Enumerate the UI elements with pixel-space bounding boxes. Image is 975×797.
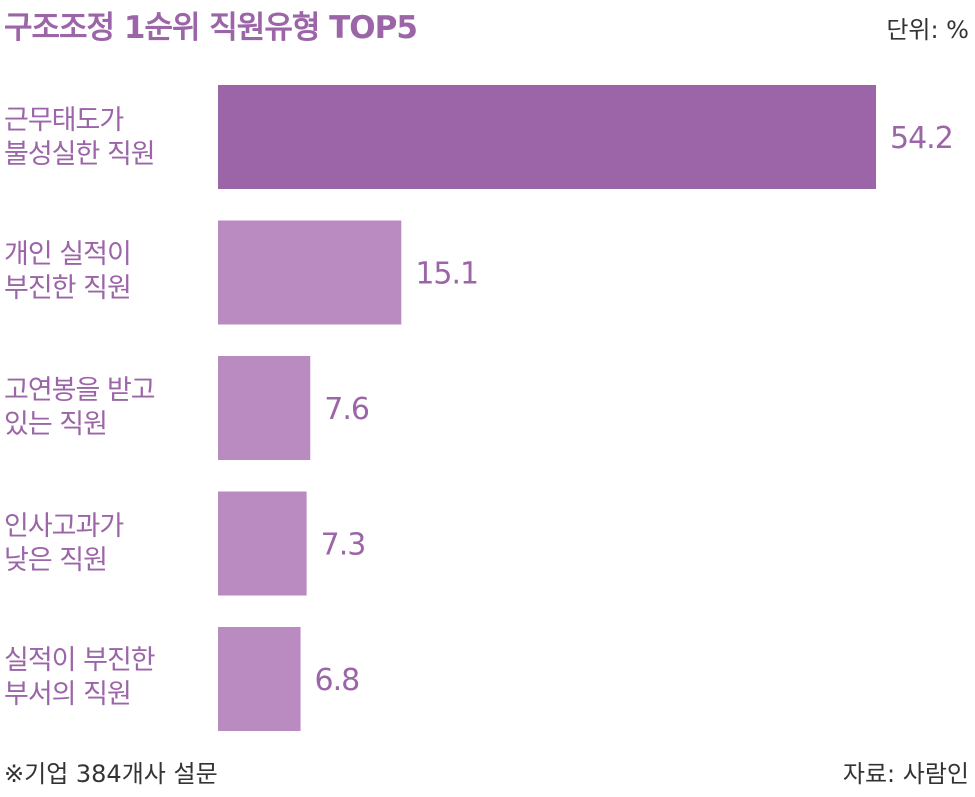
bar-1 — [218, 85, 876, 189]
bar-4 — [218, 491, 307, 596]
category-label-2-line-2: 부진한 직원 — [4, 273, 132, 304]
category-label-3: 고연봉을 받고 있는 직원 — [4, 374, 156, 442]
category-label-3-line-2: 있는 직원 — [4, 409, 108, 440]
bar-2 — [218, 220, 402, 325]
category-label-5-line-1: 실적이 부진한 — [4, 645, 156, 676]
chart-title: 구조조정 1순위 직원유형 TOP5 — [4, 10, 418, 46]
value-label-3: 7.6 — [324, 392, 369, 427]
category-label-5-line-2: 부서의 직원 — [4, 679, 132, 710]
survey-footnote: ※기업 384개사 설문 — [4, 760, 218, 788]
category-label-3-line-1: 고연봉을 받고 — [4, 375, 156, 406]
bar-5 — [218, 627, 301, 731]
category-label-1: 근무태도가 불성실한 직원 — [4, 104, 156, 172]
bar-3 — [218, 356, 311, 460]
category-label-1-line-2: 불성실한 직원 — [4, 139, 156, 170]
category-label-1-line-1: 근무태도가 — [4, 105, 124, 136]
value-label-2: 15.1 — [415, 257, 478, 292]
source-label: 자료: 사람인 — [842, 760, 969, 788]
category-label-2: 개인 실적이 부진한 직원 — [4, 238, 132, 306]
value-label-4: 7.3 — [321, 528, 366, 563]
category-label-4: 인사고과가 낮은 직원 — [4, 510, 124, 578]
value-label-1: 54.2 — [890, 121, 953, 156]
value-label-5: 6.8 — [315, 663, 360, 698]
unit-label: 단위: % — [886, 16, 969, 44]
category-label-4-line-1: 인사고과가 — [4, 511, 124, 542]
category-label-2-line-1: 개인 실적이 — [4, 239, 132, 270]
category-label-4-line-2: 낮은 직원 — [4, 545, 108, 576]
category-label-5: 실적이 부진한 부서의 직원 — [4, 644, 156, 712]
